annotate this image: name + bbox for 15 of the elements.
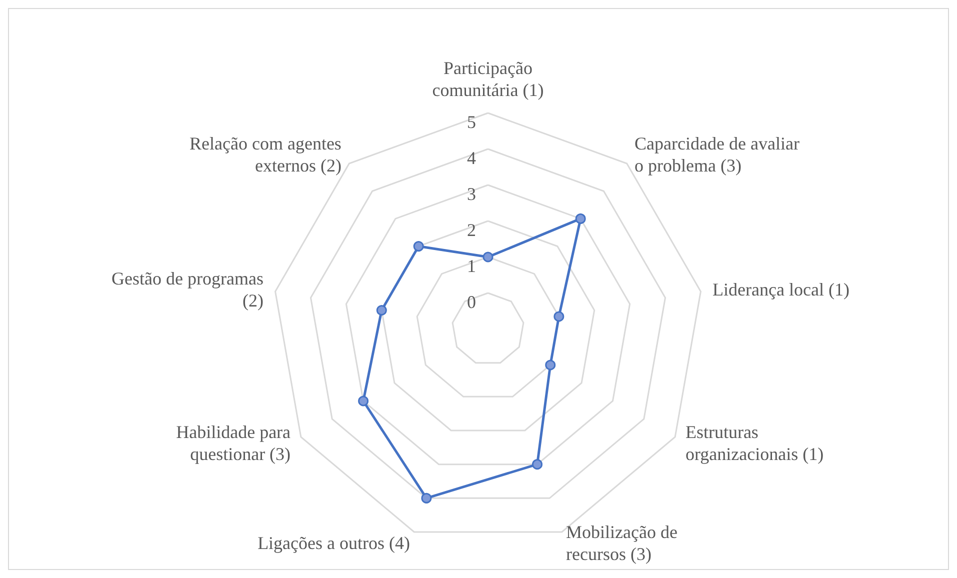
spoke-label: Gestão de programas (2) (112, 268, 264, 310)
y-tick-label: 2 (467, 220, 476, 240)
spoke-label: Liderança local (1) (712, 279, 850, 300)
y-tick-label: 0 (467, 292, 476, 312)
y-tick-label: 4 (467, 148, 476, 168)
spoke-label: Caparcidade de avaliar o problema (3) (634, 133, 800, 176)
spoke-label: Participação comunitária (1) (432, 58, 544, 100)
y-tick-label: 1 (467, 256, 476, 276)
spoke-label: Relação com agentes externos (2) (190, 133, 342, 176)
y-tick-label: 3 (467, 184, 476, 204)
spoke-label: Mobilização de recursos (3) (566, 522, 678, 564)
spoke-label: Habilidade para questionar (3) (176, 422, 291, 464)
spoke-label: Ligações a outros (4) (258, 533, 410, 554)
y-tick-label: 5 (467, 112, 476, 132)
spoke-label: Estruturas organizacionais (1) (685, 422, 824, 464)
